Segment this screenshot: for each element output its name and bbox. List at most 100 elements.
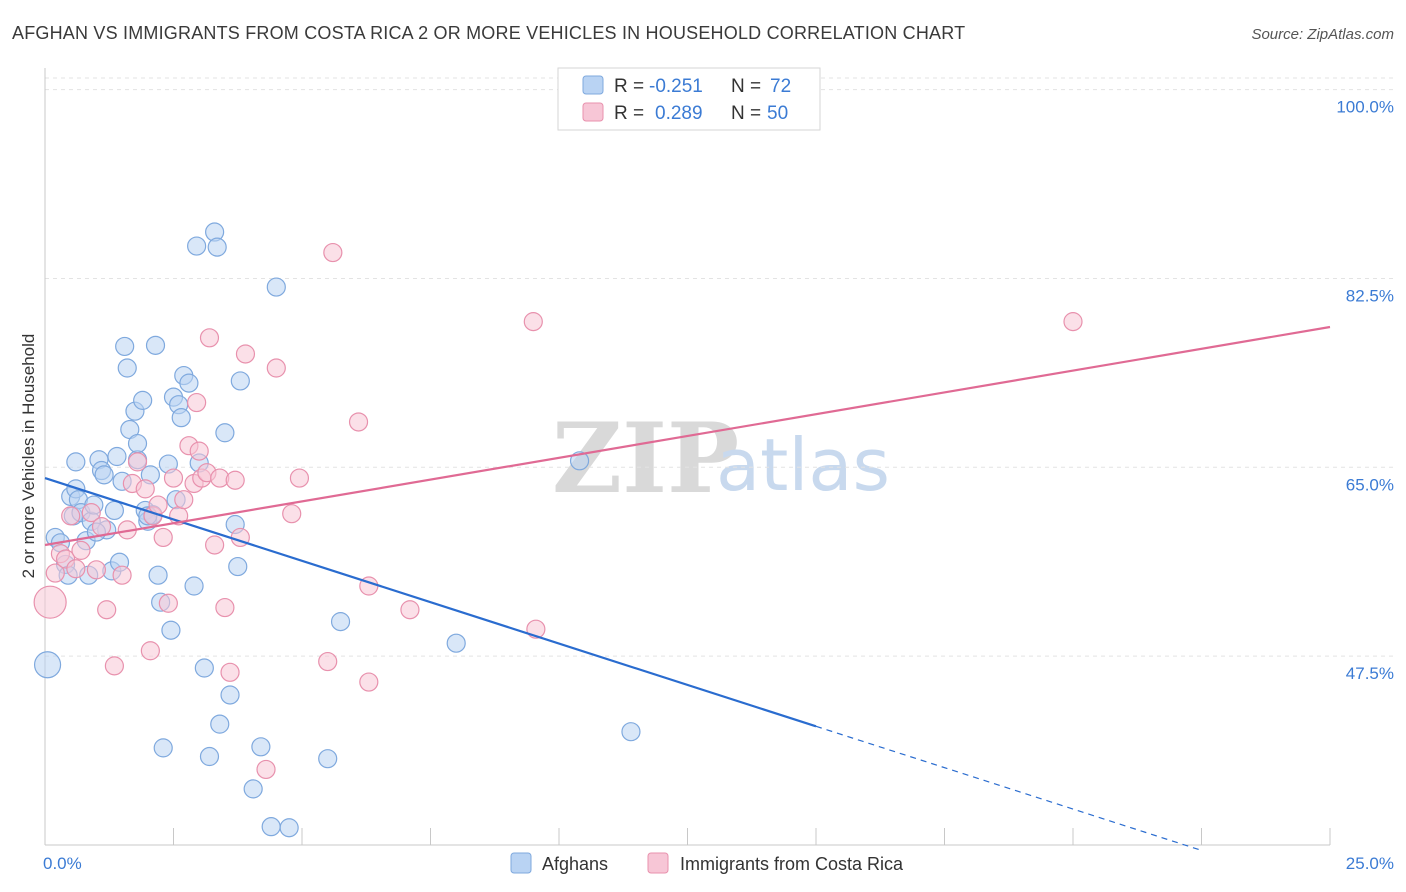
x-axis-ticks bbox=[44, 828, 1331, 845]
costa-rica-point bbox=[348, 412, 369, 432]
afghans-point bbox=[251, 737, 271, 757]
costa-rica-point bbox=[289, 468, 310, 488]
costa-rica-point bbox=[104, 656, 124, 676]
afghans-point bbox=[194, 658, 214, 678]
afghans-point bbox=[230, 371, 250, 391]
costa-rica-point bbox=[323, 242, 343, 263]
afghans-point bbox=[621, 722, 641, 742]
costa-rica-point bbox=[225, 470, 245, 490]
afghans-point bbox=[266, 277, 286, 297]
costa-rica-point bbox=[359, 672, 379, 692]
y-tick-label: 100.0% bbox=[1336, 98, 1394, 117]
afghans-point bbox=[243, 779, 263, 799]
afghans-trend-line bbox=[44, 477, 817, 728]
afghans-point bbox=[148, 565, 168, 585]
afghans-point bbox=[330, 612, 351, 632]
afghans-point bbox=[279, 818, 299, 838]
costa-rica-point bbox=[199, 328, 220, 348]
y-axis-label: 2 or more Vehicles in Household bbox=[19, 334, 38, 579]
costa-rica-point bbox=[256, 759, 276, 780]
legend-n-value-1: 72 bbox=[770, 76, 791, 97]
costa-rica-point bbox=[523, 312, 543, 332]
costa-rica-point bbox=[235, 344, 256, 364]
y-tick-label: 47.5% bbox=[1346, 664, 1394, 683]
afghans-point bbox=[171, 408, 191, 428]
legend-n-value-2: 50 bbox=[767, 103, 788, 124]
bottom-legend-swatch-costa bbox=[647, 852, 669, 874]
afghans-point bbox=[127, 433, 148, 454]
afghans-point bbox=[66, 452, 86, 472]
afghans-trend-extension bbox=[815, 725, 1202, 851]
legend-n-label-2: N = bbox=[731, 103, 761, 124]
afghans-point bbox=[261, 817, 281, 837]
costa-rica-point bbox=[91, 517, 112, 537]
x-tick-label-min: 0.0% bbox=[43, 854, 82, 873]
afghans-point bbox=[446, 633, 466, 653]
afghans-point bbox=[215, 423, 235, 443]
afghans-point bbox=[318, 749, 338, 769]
costa-rica-trend-line bbox=[44, 325, 1331, 547]
costa-rica-point bbox=[135, 479, 155, 499]
watermark-atlas: atlas bbox=[716, 423, 890, 507]
costa-rica-point bbox=[112, 565, 132, 585]
costa-rica-point bbox=[205, 535, 225, 555]
costa-rica-point bbox=[71, 540, 91, 560]
costa-rica-point bbox=[66, 559, 86, 579]
bottom-legend-costa: Immigrants from Costa Rica bbox=[680, 854, 904, 874]
afghans-point bbox=[107, 446, 127, 467]
afghans-point bbox=[117, 358, 137, 378]
costa-rica-point bbox=[153, 527, 173, 548]
costa-rica-point bbox=[33, 585, 67, 619]
series-costa-rica bbox=[33, 242, 1083, 780]
correlation-legend: R = -0.251 N = 72 R = 0.289 N = 50 bbox=[557, 67, 821, 131]
trend-lines bbox=[44, 325, 1331, 851]
afghans-point bbox=[179, 373, 199, 393]
costa-rica-point bbox=[81, 503, 101, 523]
afghans-point bbox=[104, 500, 124, 521]
afghans-point bbox=[199, 746, 220, 767]
costa-rica-point bbox=[400, 600, 420, 620]
afghans-point bbox=[569, 451, 590, 471]
y-axis-tick-labels: 47.5% 65.0% 82.5% 100.0% bbox=[1336, 98, 1394, 684]
series-afghans bbox=[33, 222, 641, 838]
afghans-point bbox=[228, 556, 248, 577]
afghans-point bbox=[33, 651, 62, 679]
afghans-point bbox=[145, 335, 166, 355]
legend-r-value-2: 0.289 bbox=[655, 103, 703, 124]
chart-source: Source: ZipAtlas.com bbox=[1251, 26, 1394, 43]
afghans-point bbox=[187, 236, 207, 256]
costa-rica-point bbox=[266, 358, 286, 378]
afghans-point bbox=[207, 237, 227, 257]
legend-r-label-2: R = bbox=[614, 103, 644, 124]
legend-n-label-1: N = bbox=[731, 76, 761, 97]
costa-rica-point bbox=[215, 597, 235, 618]
gridlines bbox=[45, 77, 1394, 657]
costa-rica-point bbox=[163, 468, 184, 488]
legend-r-value-1: -0.251 bbox=[649, 76, 703, 97]
costa-rica-point bbox=[174, 490, 194, 510]
costa-rica-point bbox=[282, 504, 302, 524]
afghans-point bbox=[133, 390, 153, 410]
costa-rica-point bbox=[189, 441, 209, 461]
legend-swatch-costa bbox=[582, 102, 604, 122]
afghans-point bbox=[94, 465, 114, 485]
costa-rica-point bbox=[158, 593, 178, 613]
bottom-legend-swatch-afghans bbox=[510, 852, 532, 874]
costa-rica-point bbox=[97, 600, 117, 620]
bottom-legend-afghans: Afghans bbox=[542, 854, 608, 874]
costa-rica-point bbox=[45, 563, 65, 583]
afghans-point bbox=[153, 738, 173, 758]
y-tick-label: 65.0% bbox=[1346, 475, 1394, 494]
costa-rica-point bbox=[318, 651, 338, 672]
x-tick-label-max: 25.0% bbox=[1346, 854, 1394, 873]
legend-r-label-1: R = bbox=[614, 76, 644, 97]
costa-rica-point bbox=[127, 452, 148, 472]
afghans-point bbox=[210, 714, 230, 734]
costa-rica-point bbox=[61, 506, 81, 526]
afghans-point bbox=[184, 576, 204, 596]
legend-swatch-afghans bbox=[582, 75, 604, 95]
afghans-point bbox=[161, 620, 181, 640]
costa-rica-point bbox=[187, 392, 207, 413]
chart-title: AFGHAN VS IMMIGRANTS FROM COSTA RICA 2 O… bbox=[12, 23, 965, 43]
